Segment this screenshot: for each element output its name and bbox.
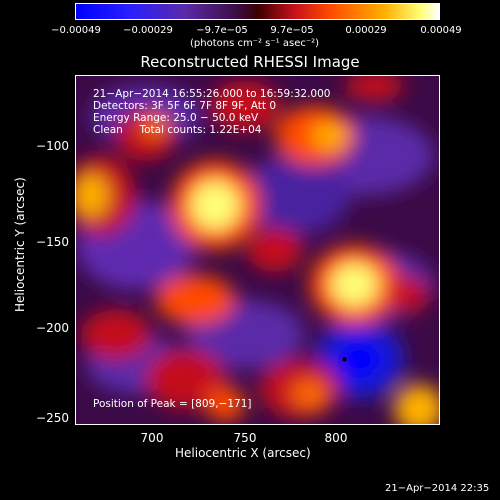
red-source: [389, 276, 430, 313]
intensity-structures: [76, 76, 439, 424]
x-axis-label: Heliocentric X (arcsec): [175, 446, 311, 460]
y-tick: −200: [36, 321, 69, 335]
colorbar-tick: 9.7e−05: [270, 25, 314, 36]
y-tick: −100: [36, 139, 69, 153]
orange-source: [141, 113, 170, 138]
colorbar-tick: −9.7e−05: [196, 25, 248, 36]
bright-source: [190, 180, 241, 231]
bright-source: [76, 173, 109, 218]
orange-source: [155, 274, 236, 325]
image-title: Reconstructed RHESSI Image: [140, 53, 360, 71]
y-tick: −250: [36, 411, 69, 425]
timestamp: 21−Apr−2014 22:35: [385, 483, 490, 494]
bright-source: [394, 384, 439, 424]
image-canvas: [76, 76, 439, 424]
annotation-energy: Energy Range: 25.0 − 50.0 keV: [93, 112, 259, 124]
x-tick: 800: [324, 431, 348, 445]
colorbar-tick: 0.00049: [420, 25, 462, 36]
annotation-detectors: Detectors: 3F 5F 6F 7F 8F 9F, Att 0: [93, 100, 277, 112]
orange-source: [291, 379, 328, 410]
x-tick: 750: [233, 431, 257, 445]
x-tick: 700: [140, 431, 164, 445]
colorbar-units: (photons cm⁻² s⁻¹ asec⁻²): [190, 38, 320, 49]
y-axis-label: Heliocentric Y (arcsec): [13, 177, 27, 312]
red-source: [145, 349, 226, 410]
orange-source: [205, 386, 246, 423]
blue-region: [337, 339, 382, 380]
annotation-peak: Position of Peak = [809,−171]: [93, 398, 252, 410]
colorbar-tick: −0.00049: [51, 25, 101, 36]
annotation-clean: Clean Total counts: 1.22E+04: [93, 124, 262, 136]
colorbar: [75, 3, 440, 20]
peak-marker: [342, 357, 347, 362]
red-source: [344, 76, 405, 101]
purple-region: [240, 155, 350, 236]
bright-source: [330, 262, 379, 307]
annotation-time: 21−Apr−2014 16:55:26.000 to 16:59:32.000: [93, 88, 331, 100]
colorbar-tick: 0.00029: [345, 25, 387, 36]
red-source: [247, 228, 303, 272]
red-source: [210, 80, 280, 131]
rhessi-image: 21−Apr−2014 16:55:26.000 to 16:59:32.000…: [75, 75, 440, 425]
red-source: [80, 309, 151, 360]
colorbar-tick: −0.00029: [123, 25, 173, 36]
bright-source: [311, 121, 348, 150]
y-tick: −150: [36, 235, 69, 249]
